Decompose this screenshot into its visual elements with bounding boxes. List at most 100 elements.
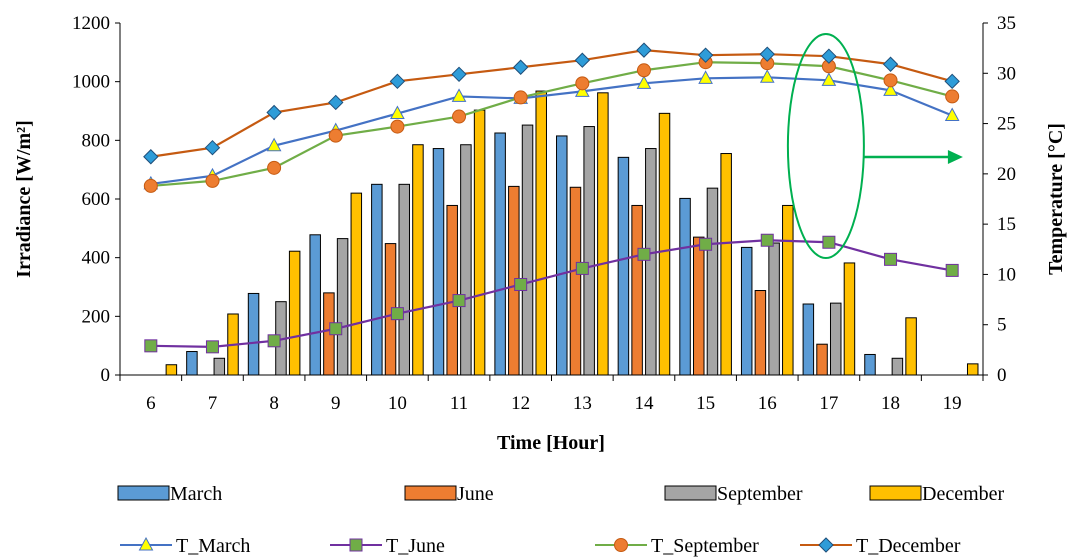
point-t-march-11 [451,88,467,102]
bar-march-7 [186,351,198,376]
point-t-june-16 [760,233,774,247]
x-tick-label: 12 [511,393,530,414]
ticks-layer: 0 200 400 600 800 1000 1200 0 5 10 15 20 25 30 35 6 7 8 9 1… [72,13,1016,414]
bar-march-12 [494,132,506,376]
bar-june-14 [631,204,643,376]
point-t-march-16 [759,69,775,83]
y2-tick-label: 35 [997,13,1016,34]
bars-layer [165,90,979,376]
point-t-march-13 [574,83,590,97]
bar-december-8 [288,250,301,376]
bar-march-15 [679,197,691,376]
bar-march-14 [617,156,630,376]
point-t-june-9 [329,322,343,336]
point-t-june-6 [144,339,158,353]
point-t-september-8 [267,160,282,175]
point-t-december-19 [944,73,960,90]
bar-december-10 [412,144,424,376]
bar-june-13 [569,186,582,376]
point-t-december-18 [882,56,899,72]
bar-december-14 [658,112,671,376]
bar-december-15 [720,153,732,376]
point-t-june-13 [575,261,589,275]
point-t-december-12 [512,59,529,75]
point-t-december-8 [266,104,282,121]
bar-march-16 [740,246,753,376]
x-tick-label: 10 [388,393,407,414]
point-t-june-15 [699,237,713,251]
y2-tick-label: 30 [997,63,1016,84]
point-t-march-15 [698,70,713,84]
point-t-december-13 [574,52,591,68]
x-tick-label: 15 [696,393,715,414]
x-tick-label: 14 [634,393,654,414]
point-t-december-7 [204,140,221,156]
y-tick-label: 200 [82,306,111,327]
bar-september-13 [583,126,595,376]
y2-axis-title: Temperature [°C] [1045,123,1067,275]
point-t-june-19 [945,263,959,277]
point-t-september-6 [143,178,158,193]
point-t-june-7 [205,340,219,354]
point-t-june-12 [514,277,528,291]
point-t-march-17 [821,72,837,86]
bar-march-11 [432,148,445,376]
y-tick-label: 1000 [72,72,110,93]
y-tick-label: 400 [82,248,111,269]
point-t-december-17 [821,48,837,64]
legend-label-march: March [170,483,222,505]
bar-june-16 [754,290,767,376]
point-t-march-19 [944,107,960,122]
point-t-december-6 [143,149,159,165]
bar-december-6 [165,364,178,376]
x-tick-label: 19 [943,393,962,414]
point-t-september-14 [636,63,651,78]
bar-december-13 [597,92,609,376]
y2-tick-label: 10 [997,264,1016,285]
point-t-june-14 [637,247,651,261]
point-t-december-10 [389,73,406,90]
point-t-december-11 [451,66,467,82]
point-t-september-12 [513,90,528,105]
annotation-layer [786,33,963,259]
legend-swatch-december [869,485,922,501]
bar-september-7 [213,357,226,376]
bar-march-9 [309,234,321,376]
annotation-ellipse [786,33,865,259]
x-tick-label: 11 [450,393,468,414]
point-t-september-9 [328,128,343,143]
x-axis-title: Time [Hour] [497,432,605,454]
point-t-december-14 [636,42,652,58]
x-tick-label: 6 [146,393,156,414]
x-tick-label: 17 [819,393,838,414]
bar-march-17 [802,303,815,376]
line-t-june [150,239,953,348]
bar-december-17 [843,262,856,376]
point-t-june-8 [267,334,281,348]
legend-label-june: June [457,483,494,505]
bar-december-16 [782,204,794,376]
legend-label-t-september: T_September [651,535,759,557]
point-t-september-10 [390,119,405,134]
point-t-march-14 [636,75,652,89]
legend-marker-t-march [138,536,154,551]
bar-march-10 [371,183,383,376]
legend-label-t-december: T_December [856,535,961,557]
legend-swatch-september [664,485,717,501]
x-tick-label: 8 [269,393,279,414]
point-t-march-8 [266,137,282,152]
legend-swatch-june [404,485,457,501]
bar-september-16 [768,242,780,376]
point-t-september-11 [452,109,467,124]
y2-tick-label: 20 [997,164,1016,185]
y2-tick-label: 0 [997,365,1007,386]
point-t-december-16 [759,46,775,62]
y2-tick-label: 5 [997,315,1007,336]
x-tick-label: 7 [208,393,218,414]
point-t-march-10 [390,105,405,120]
x-tick-label: 16 [758,393,777,414]
point-t-september-13 [575,76,590,91]
line-t-september [150,61,953,188]
bar-september-17 [829,302,842,376]
bar-june-15 [693,236,705,376]
